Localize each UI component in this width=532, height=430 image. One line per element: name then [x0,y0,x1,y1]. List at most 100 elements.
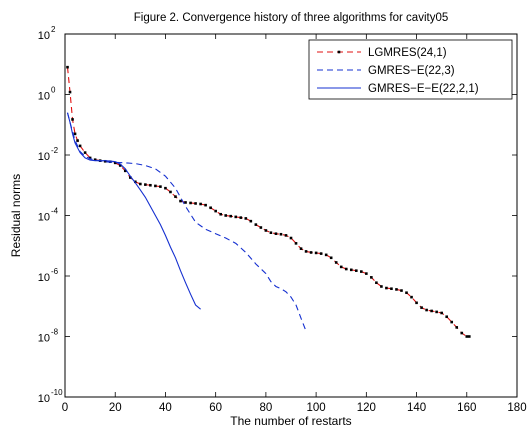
y-axis-label: Residual norms [9,174,23,257]
data-point [66,65,69,69]
y-tick-exponent: -2 [51,146,59,155]
data-point [309,251,313,254]
data-point [395,288,398,291]
y-tick-label: 10-6 [38,267,59,284]
x-tick-label: 0 [62,402,68,414]
y-tick-label: 102 [38,25,56,42]
legend-label: GMRES−E(22,3) [368,65,455,77]
data-point [128,176,132,179]
data-point [88,156,92,160]
data-point [249,219,253,223]
legend-entry: GMRES−E−E(22,2,1) [317,83,479,95]
data-point [71,118,74,121]
data-point [390,287,393,291]
series-line [66,67,470,338]
data-point [199,202,202,206]
series-line [66,112,201,310]
data-point [78,144,82,148]
data-point [229,214,233,218]
x-axis-ticks: 0 20 40 60 80 100 120 140 160 180 [62,34,527,414]
y-tick-base: 10 [38,30,50,42]
chart-title: Figure 2. Convergence history of three a… [134,12,448,24]
y-tick-label: 10-8 [38,328,59,345]
data-point [174,195,177,198]
y-tick-label: 100 [38,86,56,103]
data-point [134,180,137,184]
data-point [304,250,308,253]
series-layer [66,65,471,338]
data-point [224,214,228,217]
x-tick-label: 180 [507,402,526,414]
series-line [66,112,307,332]
data-point [375,281,378,285]
data-point [324,253,328,257]
data-point [264,229,268,232]
data-point [415,301,418,305]
data-point [420,306,423,309]
data-point [149,183,152,187]
legend: LGMRES(24,1) GMRES−E(22,3) GMRES−E−E(22,2,… [308,39,513,100]
x-tick-label: 140 [407,402,426,414]
data-point [113,161,117,165]
data-point [184,201,187,204]
data-point [385,286,388,290]
legend-entry: GMRES−E(22,3) [317,65,455,77]
data-point [425,308,428,312]
data-point [234,215,238,219]
data-point [139,182,142,186]
data-point [319,252,323,255]
data-point [440,311,443,315]
y-tick-label: 10-2 [38,146,59,163]
data-point [289,236,293,240]
y-tick-exponent: 0 [51,86,56,95]
data-point [435,310,438,314]
data-point [460,331,464,335]
x-axis-label: The number of restarts [230,414,351,428]
x-tick-label: 20 [109,402,122,414]
data-point [274,232,278,236]
data-point [365,272,368,275]
data-point [269,231,273,234]
y-tick-exponent: 2 [51,25,56,34]
data-point [209,206,212,210]
data-point [219,212,222,216]
y-tick-label: 10-4 [38,207,59,224]
data-point [204,203,207,207]
data-point [83,151,87,154]
data-point [73,132,77,136]
y-tick-base: 10 [38,212,50,224]
data-point [164,186,167,190]
data-point [239,216,243,219]
y-tick-base: 10 [38,91,50,103]
data-point [339,265,343,269]
y-tick-base: 10 [38,151,50,163]
y-tick-label: 10-10 [38,388,63,405]
data-point [410,295,413,299]
data-point [154,184,157,188]
data-point [400,289,403,292]
series-1 [66,65,471,338]
data-point [450,320,454,324]
data-point [103,159,107,163]
data-point [445,315,448,319]
data-point [68,90,72,94]
data-point [360,270,363,273]
x-tick-label: 100 [307,402,326,414]
data-point [214,209,217,213]
data-point [118,164,122,167]
data-point [349,268,353,272]
x-tick-label: 60 [209,402,222,414]
data-point [144,183,147,186]
data-point [380,285,383,288]
x-tick-label: 40 [159,402,172,414]
data-point [284,234,288,237]
data-point [370,276,373,279]
y-tick-base: 10 [38,393,50,405]
legend-label: GMRES−E−E(22,2,1) [368,83,479,95]
data-point [344,267,348,271]
data-point [299,247,303,250]
x-tick-label: 80 [259,402,272,414]
data-point [279,232,283,236]
